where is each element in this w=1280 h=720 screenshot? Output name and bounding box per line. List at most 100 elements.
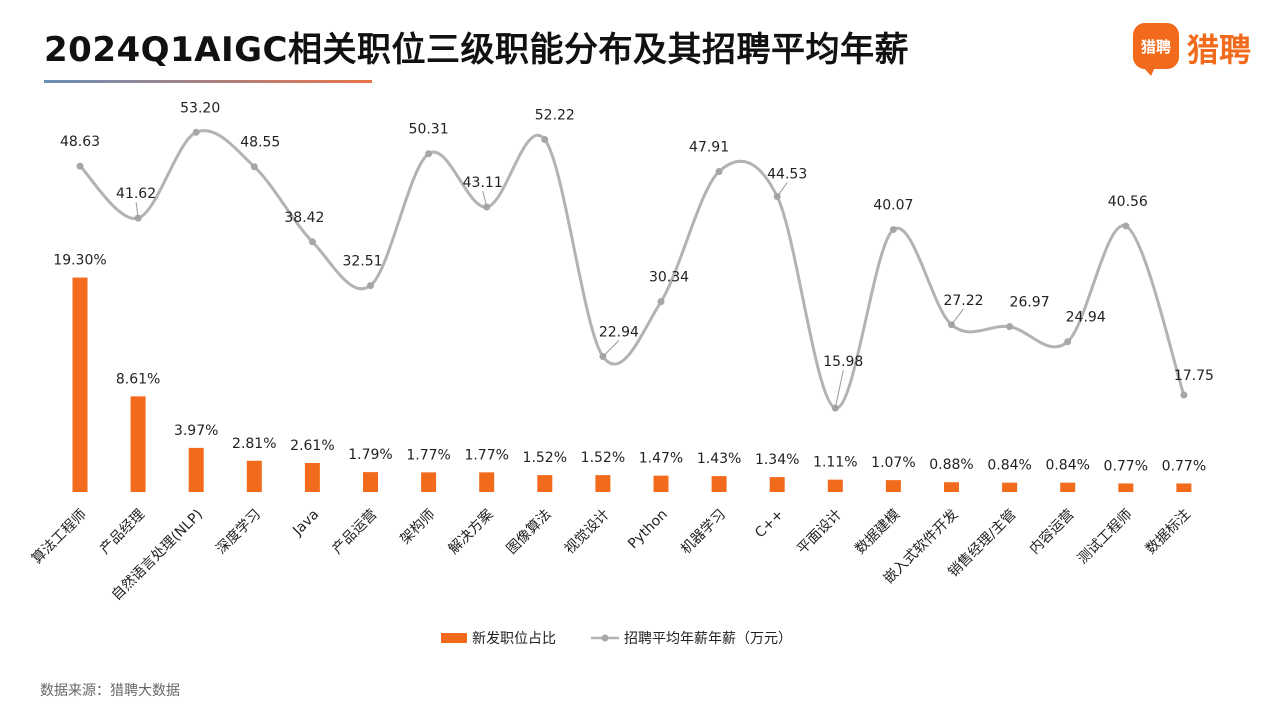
salary-point-4 (308, 238, 316, 246)
salary-label-8: 52.22 (535, 108, 575, 124)
bar-label-6: 1.77% (406, 447, 450, 463)
salary-label-17: 24.94 (1066, 310, 1106, 326)
bar-0 (72, 277, 88, 492)
x-tick-label-19: 数据标注 (1143, 507, 1194, 558)
bar-4 (304, 463, 320, 492)
salary-label-10: 30.34 (649, 270, 689, 286)
salary-label-6: 50.31 (409, 122, 449, 138)
bar-7 (479, 472, 495, 492)
salary-point-17 (1064, 338, 1072, 346)
salary-label-9: 22.94 (599, 325, 639, 341)
line-series (76, 128, 1188, 412)
x-tick-label-14: 数据建模 (852, 507, 903, 558)
salary-label-3: 48.55 (240, 135, 280, 151)
bar-2 (188, 447, 204, 492)
salary-label-0: 48.63 (60, 134, 100, 150)
x-tick-label-8: 图像算法 (504, 507, 555, 558)
bar-value-labels: 19.30% 8.61% 3.97% 2.81% 2.61% 1.79% 1.77% 1.77… (53, 253, 1206, 475)
salary-label-11: 47.91 (689, 139, 729, 155)
salary-point-18 (1122, 222, 1130, 230)
logo-badge: 猎聘 (1133, 23, 1179, 76)
bar-13 (827, 479, 843, 492)
salary-leader-9 (602, 340, 620, 357)
bar-label-4: 2.61% (290, 438, 334, 454)
salary-point-8 (541, 136, 549, 144)
bar-label-2: 3.97% (174, 423, 218, 439)
x-tick-label-7: 解决方案 (445, 506, 497, 558)
line-value-labels: 48.63 41.62 53.20 48.55 38.42 32.51 50.31 43.11… (60, 100, 1214, 409)
bar-label-16: 0.84% (987, 458, 1031, 474)
bar-11 (711, 476, 727, 492)
x-tick-label-9: 视觉设计 (562, 507, 613, 558)
x-tick-label-4: Java (289, 507, 322, 540)
x-tick-label-5: 产品运营 (329, 507, 380, 558)
salary-point-3 (250, 163, 258, 171)
salary-label-19: 17.75 (1174, 368, 1214, 384)
x-tick-label-6: 架构师 (397, 507, 438, 548)
salary-leader-1 (135, 202, 139, 219)
title-underline (44, 80, 372, 83)
logo-text: 猎聘 (1187, 31, 1252, 69)
salary-leader-13 (834, 369, 844, 409)
bar-12 (769, 477, 785, 492)
salary-leader-7 (482, 190, 488, 208)
salary-label-18: 40.56 (1108, 194, 1148, 210)
salary-point-16 (1006, 323, 1014, 331)
bar-10 (653, 475, 669, 492)
salary-label-14: 40.07 (873, 198, 913, 214)
salary-label-1: 41.62 (116, 186, 156, 202)
bar-series (72, 277, 1192, 492)
salary-label-4: 38.42 (284, 210, 324, 226)
bar-label-0: 19.30% (53, 253, 106, 269)
salary-point-6 (425, 150, 433, 158)
bar-label-11: 1.43% (697, 451, 741, 467)
salary-label-12: 44.53 (767, 167, 807, 183)
salary-point-2 (192, 128, 200, 136)
x-tick-label-10: Python (625, 507, 671, 553)
salary-label-13: 15.98 (823, 354, 863, 370)
salary-label-16: 26.97 (1010, 295, 1050, 311)
bar-6 (421, 472, 437, 492)
bar-19 (1176, 483, 1192, 492)
x-tick-label-0: 算法工程师 (29, 507, 90, 568)
salary-point-19 (1180, 391, 1188, 399)
bar-label-15: 0.88% (929, 457, 973, 473)
bar-label-9: 1.52% (581, 450, 625, 466)
salary-label-15: 27.22 (943, 293, 983, 309)
bar-label-17: 0.84% (1045, 458, 1089, 474)
salary-leader-12 (776, 182, 788, 197)
legend-line-label: 招聘平均年薪年薪（万元） (624, 631, 792, 647)
data-source-note: 数据来源：猎聘大数据 (40, 683, 180, 699)
bar-label-3: 2.81% (232, 436, 276, 452)
salary-leader-15 (951, 308, 964, 326)
bar-label-12: 1.34% (755, 452, 799, 468)
salary-label-2: 53.20 (180, 100, 220, 116)
x-tick-label-12: C++ (752, 507, 787, 542)
salary-point-14 (889, 226, 897, 234)
bar-label-5: 1.79% (348, 447, 392, 463)
bar-14 (885, 480, 901, 492)
x-tick-label-1: 产品经理 (97, 507, 148, 558)
bar-label-13: 1.11% (813, 455, 857, 471)
bar-label-18: 0.77% (1104, 458, 1148, 474)
bar-label-19: 0.77% (1162, 458, 1206, 474)
bar-label-1: 8.61% (116, 371, 160, 387)
bar-1 (130, 396, 146, 492)
liepin-logo: 猎聘 猎聘 (1133, 23, 1273, 76)
x-axis-tick-labels: 算法工程师 产品经理自然语言处理(NLP) 深度学习 Java 产品运营 架构师 解决方案图… (29, 506, 1194, 604)
bar-label-10: 1.47% (639, 451, 683, 467)
bar-16 (1002, 482, 1018, 492)
x-tick-label-17: 内容运营 (1026, 506, 1078, 558)
legend: 新发职位占比 招聘平均年薪年薪（万元） (441, 631, 792, 647)
bar-label-8: 1.52% (523, 450, 567, 466)
bar-5 (363, 472, 378, 492)
x-tick-label-13: 平面设计 (794, 507, 845, 558)
salary-line (78, 129, 1186, 410)
bar-label-7: 1.77% (464, 447, 508, 463)
bar-18 (1118, 483, 1134, 492)
x-tick-label-11: 机器学习 (678, 507, 729, 558)
salary-point-11 (715, 167, 723, 175)
legend-line-marker (601, 634, 609, 642)
salary-label-5: 32.51 (342, 254, 382, 270)
